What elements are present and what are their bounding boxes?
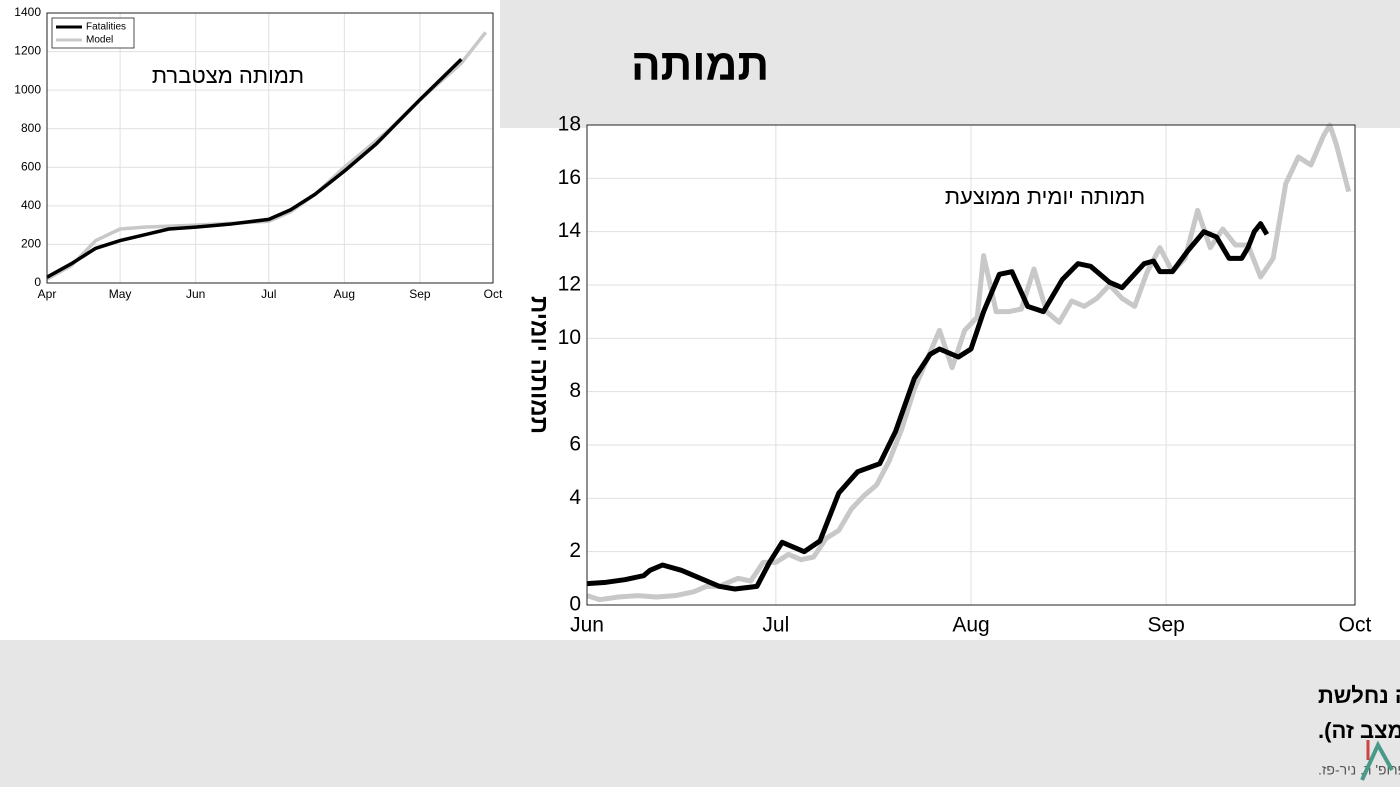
credits: פרופ' י. אשכנזי, פרופ' ד. גזית, פרופ' ר.… [1318,762,1400,778]
footer-band [0,640,1400,787]
x-tick-label: Apr [38,287,57,301]
plot-frame [586,124,1356,606]
annotation: תמותה יומית ממוצעת [945,184,1145,209]
y-tick-label: 1400 [14,5,41,19]
x-tick-label: Sep [1147,614,1184,637]
footer-line: (כ 10-15% מחולים שמגיעים למצב זה). [1318,718,1400,743]
plot-frame [46,12,494,284]
legend-label: Fatalities [86,22,126,33]
y-tick-label: 4 [569,486,581,509]
y-tick-label: 800 [21,121,41,135]
y-tick-label: 600 [21,159,41,173]
y-tick-label: 1200 [14,44,41,58]
series-line [46,58,463,279]
x-tick-label: Aug [952,614,989,637]
footer-line: מודל התמותה יציב והתמותה כתלות בתחלואה ה… [1318,683,1400,708]
x-tick-label: Jul [762,614,789,637]
y-tick-label: 14 [558,219,582,242]
x-tick-label: Aug [334,287,355,301]
series-line [586,221,1270,592]
plot-area [47,13,493,283]
x-tick-label: Jun [570,614,604,637]
y-tick-label: 12 [558,273,581,296]
y-tick-label: 16 [558,166,581,189]
x-tick-label: Oct [1339,614,1372,637]
x-tick-label: Sep [409,287,431,301]
x-tick-label: Oct [484,287,503,301]
slide-title: תמותה [631,41,769,90]
series-line [586,122,1352,603]
x-tick-label: Jul [261,287,276,301]
annotation: תמותה מצטברת [152,63,304,88]
y-tick-label: 0 [34,275,41,289]
y-tick-label: 1000 [14,82,41,96]
y-tick-label: 200 [21,237,41,251]
legend-label: Model [86,35,113,46]
x-tick-label: May [109,287,132,301]
y-tick-label: 18 [558,113,581,136]
y-axis-label: תמותה יומית [526,296,553,434]
y-tick-label: 2 [569,539,581,562]
y-tick-label: 400 [21,198,41,212]
y-tick-label: 8 [569,379,581,402]
y-tick-label: 0 [569,593,581,616]
x-tick-label: Jun [186,287,205,301]
y-tick-label: 6 [569,433,581,456]
y-tick-label: 10 [558,326,581,349]
legend-box [51,17,135,49]
logo [1360,740,1394,781]
